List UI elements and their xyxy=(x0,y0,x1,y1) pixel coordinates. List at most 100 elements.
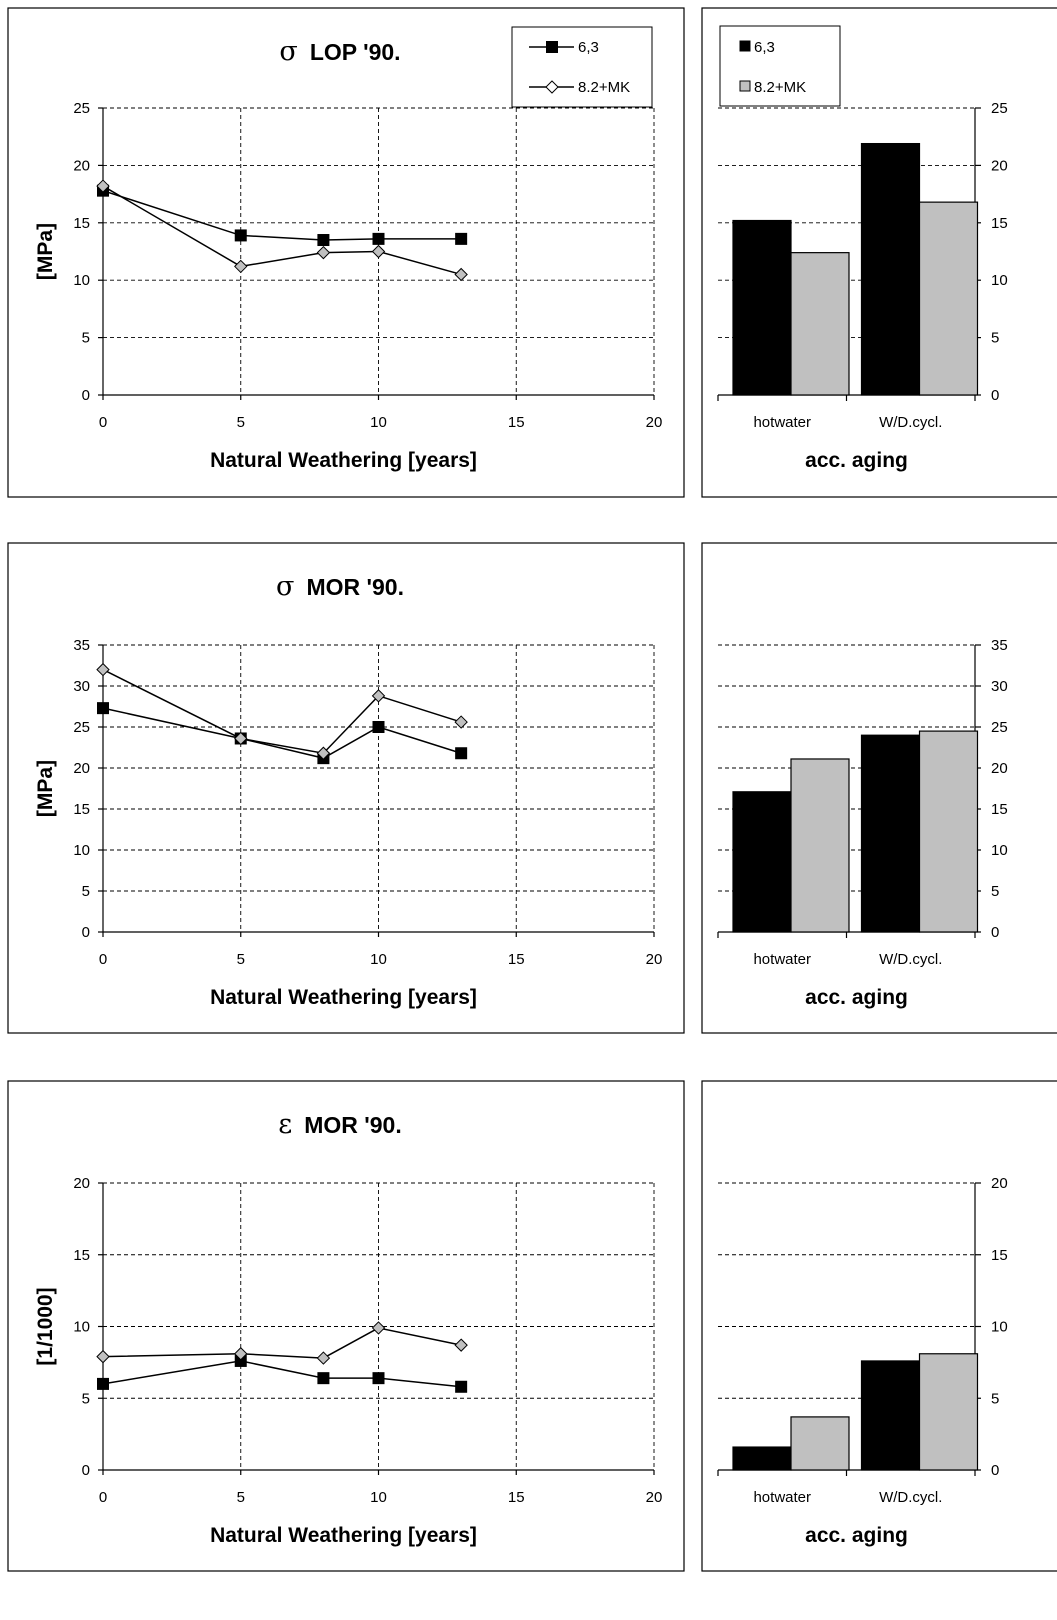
y-axis-label: [1/1000] xyxy=(34,1287,57,1365)
bar-2 xyxy=(790,252,850,396)
data-point-diamond xyxy=(454,267,468,282)
x-axis-label: Natural Weathering [years] xyxy=(210,449,477,472)
x-tick-label: 0 xyxy=(99,1489,107,1506)
bar-2 xyxy=(918,730,979,933)
title-text: MOR '90. xyxy=(306,574,404,600)
y-tick-label: 25 xyxy=(73,100,90,117)
legend-label: 8.2+MK xyxy=(754,79,806,96)
data-point-diamond xyxy=(96,179,110,193)
y-tick-label: 30 xyxy=(73,678,90,695)
x-axis-label: Natural Weathering [years] xyxy=(210,1524,477,1547)
x-tick-label: 0 xyxy=(99,951,107,968)
y-tick-label: 25 xyxy=(991,719,1008,736)
y-tick-label: 0 xyxy=(991,387,999,404)
y-tick-label: 20 xyxy=(991,1175,1008,1192)
y-tick-label: 35 xyxy=(991,637,1008,654)
category-label: W/D.cycl. xyxy=(879,414,942,431)
y-tick-label: 25 xyxy=(991,100,1008,117)
y-tick-label: 35 xyxy=(73,637,90,654)
bar-2 xyxy=(918,201,979,396)
y-tick-label: 10 xyxy=(73,842,90,859)
title-text: LOP '90. xyxy=(310,39,401,65)
x-tick-label: 10 xyxy=(370,1489,387,1506)
x-axis-label: Natural Weathering [years] xyxy=(210,986,477,1009)
legend-swatch xyxy=(739,80,751,92)
data-point-square xyxy=(97,702,109,715)
x-tick-label: 20 xyxy=(646,1489,663,1506)
data-point-diamond xyxy=(371,1321,386,1335)
data-point-diamond xyxy=(371,244,386,259)
chart-frame xyxy=(7,1080,685,1572)
y-tick-label: 20 xyxy=(73,760,90,777)
y-tick-label: 0 xyxy=(991,1462,999,1479)
y-tick-label: 15 xyxy=(73,1247,90,1264)
legend-marker-diamond xyxy=(545,80,559,94)
y-tick-label: 10 xyxy=(73,272,90,289)
bar-2 xyxy=(790,758,850,933)
data-point-square xyxy=(317,1372,330,1385)
x-tick-label: 15 xyxy=(508,1489,525,1506)
data-point-diamond xyxy=(316,1351,331,1365)
y-tick-label: 15 xyxy=(73,801,90,818)
y-tick-label: 25 xyxy=(73,719,90,736)
data-point-diamond xyxy=(96,1349,110,1364)
bar-1 xyxy=(732,1446,792,1471)
bar-1 xyxy=(732,791,792,933)
data-point-square xyxy=(97,1377,109,1390)
chart-frame xyxy=(701,1080,1057,1572)
legend-label: 6,3 xyxy=(578,39,599,56)
y-tick-label: 20 xyxy=(991,157,1008,174)
y-tick-label: 30 xyxy=(991,678,1008,695)
y-tick-label: 5 xyxy=(82,883,90,900)
x-tick-label: 10 xyxy=(370,414,387,431)
data-point-diamond xyxy=(234,259,248,274)
legend-label: 6,3 xyxy=(754,39,775,56)
y-tick-label: 15 xyxy=(991,801,1008,818)
x-axis-label: acc. aging xyxy=(805,1524,908,1547)
y-tick-label: 0 xyxy=(82,924,90,941)
x-tick-label: 5 xyxy=(237,1489,245,1506)
y-tick-label: 20 xyxy=(73,157,90,174)
chart-frame xyxy=(7,542,685,1034)
data-point-diamond xyxy=(316,245,331,260)
y-tick-label: 10 xyxy=(73,1319,90,1336)
category-label: W/D.cycl. xyxy=(879,951,942,968)
y-tick-label: 5 xyxy=(82,1390,90,1407)
line-chart-2: 0 5 10 15 20 25 30 35 0 5 10 15 20 σ MOR '90. Natural W… xyxy=(7,542,685,1034)
line-chart-1: 0 5 10 15 20 25 0 5 10 15 20 σ LOP '90. Natural Weath… xyxy=(7,7,685,498)
data-point-square xyxy=(372,1372,385,1385)
x-tick-label: 0 xyxy=(99,414,107,431)
x-axis-label: acc. aging xyxy=(805,449,908,472)
bar-1 xyxy=(860,1360,921,1471)
chart-title: σ LOP '90. xyxy=(279,36,400,67)
legend-marker-square xyxy=(546,41,558,53)
data-point-diamond xyxy=(454,1338,468,1352)
category-label: hotwater xyxy=(753,414,811,431)
y-tick-label: 10 xyxy=(991,1319,1008,1336)
data-point-diamond xyxy=(96,662,110,677)
bar-1 xyxy=(860,142,921,396)
data-point-diamond xyxy=(234,731,248,746)
title-symbol: σ xyxy=(276,571,294,602)
bar-1 xyxy=(860,734,921,933)
title-text: MOR '90. xyxy=(304,1112,402,1138)
data-point-square xyxy=(317,234,330,247)
category-label: hotwater xyxy=(753,951,811,968)
bar-chart-3: 0 5 10 15 20 hotwater W/D.cycl. acc. aging xyxy=(701,1080,1057,1572)
y-tick-label: 0 xyxy=(82,387,90,404)
title-symbol: σ xyxy=(279,36,297,67)
y-axis-label: [MPa] xyxy=(34,223,57,280)
category-label: hotwater xyxy=(753,1489,811,1506)
legend-box xyxy=(719,25,841,107)
y-tick-label: 5 xyxy=(991,883,999,900)
line-chart-3: 0 5 10 15 20 0 5 10 15 20 ε MOR '90. Natural Weather… xyxy=(7,1080,685,1572)
y-tick-label: 15 xyxy=(991,1247,1008,1264)
bar-2 xyxy=(918,1353,979,1471)
y-tick-label: 5 xyxy=(82,330,90,347)
x-axis-label: acc. aging xyxy=(805,986,908,1009)
x-tick-label: 5 xyxy=(237,414,245,431)
data-point-square xyxy=(455,232,468,245)
y-tick-label: 15 xyxy=(73,215,90,232)
data-point-diamond xyxy=(316,746,331,760)
data-point-square xyxy=(372,232,385,245)
